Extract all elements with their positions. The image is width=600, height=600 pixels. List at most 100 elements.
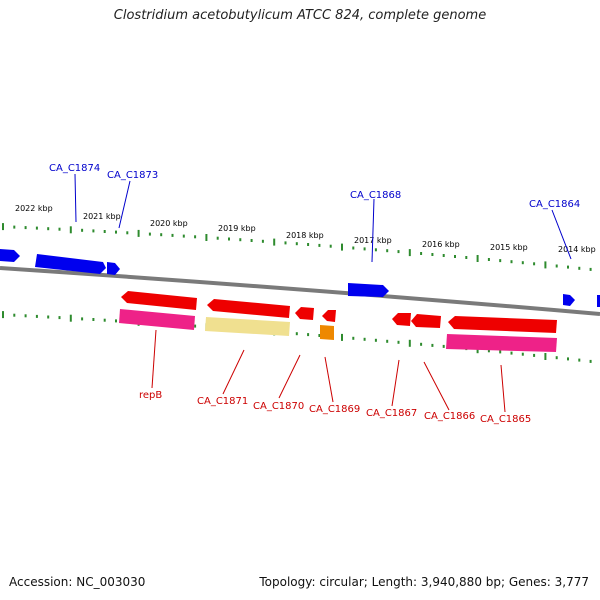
- minor-tick: [58, 316, 61, 320]
- scale-label: 2015 kbp: [490, 243, 528, 252]
- gene-label[interactable]: CA_C1870: [253, 401, 304, 412]
- accession-text: Accession: NC_003030: [9, 575, 146, 589]
- major-tick: [205, 234, 208, 241]
- outer-tick-ring: [2, 223, 592, 271]
- reverse-gene-arrow[interactable]: [322, 310, 336, 322]
- minor-tick: [397, 340, 400, 344]
- forward-gene-arrow[interactable]: [597, 295, 600, 307]
- major-tick: [341, 333, 343, 341]
- minor-tick: [352, 336, 355, 340]
- feature-bar[interactable]: [205, 317, 290, 336]
- minor-tick: [318, 243, 321, 247]
- feature-bar[interactable]: [446, 334, 557, 352]
- forward-callout-lines: [74, 173, 572, 263]
- major-tick: [2, 223, 4, 231]
- reverse-gene-arrow[interactable]: [295, 307, 314, 320]
- minor-tick: [386, 339, 389, 343]
- scale-label: 2018 kbp: [286, 231, 324, 240]
- minor-tick: [228, 237, 230, 241]
- minor-tick: [431, 343, 434, 347]
- reverse-gene-arrow[interactable]: [411, 314, 441, 328]
- minor-tick: [115, 230, 117, 234]
- major-tick: [69, 226, 72, 234]
- reverse-gene-arrow[interactable]: [207, 299, 290, 318]
- forward-gene-arrow[interactable]: [348, 283, 389, 297]
- minor-tick: [578, 358, 581, 362]
- minor-tick: [567, 265, 569, 269]
- reverse-gene-arrow[interactable]: [392, 313, 411, 326]
- minor-tick: [465, 256, 468, 259]
- minor-tick: [374, 338, 377, 342]
- minor-tick: [103, 318, 106, 322]
- forward-gene-arrow[interactable]: [35, 254, 106, 274]
- minor-tick: [307, 333, 310, 337]
- gene-label[interactable]: CA_C1865: [480, 414, 531, 425]
- minor-tick: [420, 342, 423, 346]
- feature-bar[interactable]: [320, 325, 334, 340]
- minor-tick: [126, 231, 129, 235]
- scale-labels: 2022 kbp 2021 kbp 2020 kbp 2019 kbp 2018…: [15, 204, 596, 254]
- genome-summary-text: Topology: circular; Length: 3,940,880 bp…: [259, 575, 589, 589]
- callout-line: [278, 354, 301, 399]
- forward-gene-arrow[interactable]: [0, 249, 20, 262]
- forward-gene-labels: CA_C1874 CA_C1873 CA_C1868 CA_C1864: [49, 163, 580, 210]
- minor-tick: [521, 352, 524, 356]
- minor-tick: [578, 266, 581, 270]
- minor-tick: [92, 229, 95, 233]
- minor-tick: [555, 264, 558, 268]
- minor-tick: [58, 227, 61, 231]
- minor-tick: [454, 255, 456, 258]
- forward-gene-arrow[interactable]: [107, 262, 120, 275]
- reverse-callout-lines: [151, 329, 506, 413]
- gene-label[interactable]: CA_C1869: [309, 404, 360, 415]
- minor-tick: [47, 227, 50, 231]
- major-tick: [341, 243, 343, 251]
- gene-label[interactable]: CA_C1864: [529, 199, 580, 210]
- minor-tick: [352, 246, 355, 250]
- gene-label[interactable]: CA_C1874: [49, 163, 100, 174]
- forward-strand-features: [0, 249, 600, 307]
- callout-line: [324, 356, 334, 403]
- minor-tick: [295, 242, 298, 246]
- minor-tick: [171, 233, 174, 237]
- reverse-gene-arrow[interactable]: [448, 316, 557, 333]
- callout-line: [423, 361, 450, 411]
- gene-label[interactable]: CA_C1871: [197, 396, 248, 407]
- minor-tick: [261, 239, 264, 243]
- minor-tick: [35, 314, 38, 318]
- minor-tick: [81, 317, 84, 321]
- feature-bar[interactable]: [119, 309, 195, 330]
- minor-tick: [533, 262, 536, 266]
- major-tick: [273, 238, 276, 246]
- gene-label[interactable]: repB: [139, 390, 162, 401]
- minor-tick: [386, 249, 389, 253]
- reverse-gene-arrow[interactable]: [121, 291, 197, 310]
- scale-label: 2016 kbp: [422, 240, 460, 249]
- scale-label: 2022 kbp: [15, 204, 53, 213]
- minor-tick: [13, 225, 16, 229]
- minor-tick: [442, 344, 445, 348]
- gene-label[interactable]: CA_C1868: [350, 190, 401, 201]
- scale-label: 2019 kbp: [218, 224, 256, 233]
- major-tick: [476, 255, 479, 262]
- gene-label[interactable]: CA_C1866: [424, 411, 475, 422]
- scale-label: 2014 kbp: [558, 245, 596, 254]
- forward-gene-arrow[interactable]: [563, 294, 575, 306]
- minor-tick: [81, 228, 84, 232]
- gene-label[interactable]: CA_C1867: [366, 408, 417, 419]
- minor-tick: [194, 324, 197, 328]
- map-title: Clostridium acetobutylicum ATCC 824, com…: [113, 8, 487, 23]
- minor-tick: [420, 252, 423, 255]
- minor-tick: [533, 353, 536, 357]
- minor-tick: [329, 244, 332, 248]
- callout-line: [551, 209, 572, 260]
- minor-tick: [589, 359, 592, 363]
- major-tick: [69, 314, 72, 322]
- minor-tick: [35, 226, 38, 230]
- minor-tick: [284, 241, 287, 245]
- gene-label[interactable]: CA_C1873: [107, 170, 158, 181]
- minor-tick: [194, 235, 197, 239]
- major-tick: [544, 261, 547, 269]
